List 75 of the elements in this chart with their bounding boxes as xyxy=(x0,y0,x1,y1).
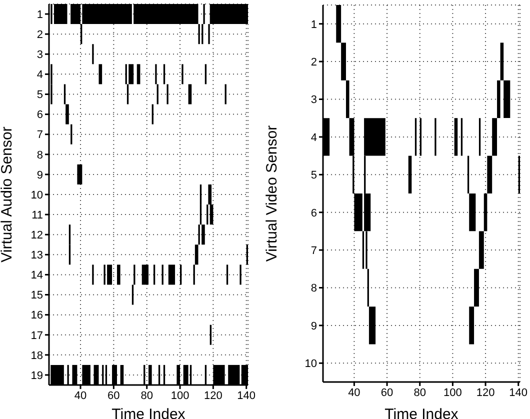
bar xyxy=(107,264,112,285)
x-tick-label: 140 xyxy=(237,390,256,402)
bar xyxy=(98,64,102,84)
y-tick-label: 4 xyxy=(36,69,43,82)
x-tick-label: 80 xyxy=(414,386,426,399)
y-axis-title: Virtual Video Sensor xyxy=(263,125,280,262)
y-tick-label: 6 xyxy=(36,109,43,122)
x-axis-title: Time Index xyxy=(384,406,459,419)
bar xyxy=(210,4,248,24)
bar xyxy=(341,42,346,80)
y-tick-label: 10 xyxy=(304,358,317,370)
bar xyxy=(497,80,500,118)
bar xyxy=(500,42,504,80)
x-tick-label: 120 xyxy=(204,390,222,402)
y-tick-label: 2 xyxy=(310,56,317,68)
bar xyxy=(469,194,476,232)
bar xyxy=(136,64,140,84)
x-tick-label: 40 xyxy=(348,386,360,399)
bar xyxy=(474,268,479,307)
y-tick-label: 8 xyxy=(36,149,43,162)
y-tick-label: 16 xyxy=(30,310,43,322)
y-tick-label: 9 xyxy=(36,169,43,182)
bar xyxy=(454,118,458,156)
bar xyxy=(144,264,148,285)
y-tick-label: 9 xyxy=(310,320,317,332)
y-tick-label: 6 xyxy=(310,207,317,220)
y-tick-label: 19 xyxy=(30,370,43,382)
y-tick-label: 13 xyxy=(30,250,43,262)
y-tick-label: 17 xyxy=(30,330,43,342)
bar xyxy=(188,84,192,104)
bar xyxy=(116,264,120,285)
y-tick-label: 1 xyxy=(36,8,43,21)
y-tick-label: 2 xyxy=(36,28,43,41)
y-tick-label: 1 xyxy=(310,18,317,31)
bar xyxy=(168,264,176,285)
x-tick-label: 100 xyxy=(170,390,190,402)
y-tick-label: 11 xyxy=(32,209,43,222)
x-tick-label: 80 xyxy=(140,390,153,402)
x-tick-label: 100 xyxy=(444,386,462,399)
bar xyxy=(504,80,510,118)
bar xyxy=(368,306,376,344)
bar xyxy=(346,80,350,118)
bar xyxy=(194,244,198,265)
bar xyxy=(469,306,474,344)
y-tick-label: 7 xyxy=(36,129,43,142)
y-tick-label: 5 xyxy=(36,89,43,102)
bar xyxy=(66,104,69,124)
bar xyxy=(336,5,342,43)
y-tick-label: 15 xyxy=(30,290,43,302)
bar xyxy=(77,164,82,184)
y-tick-label: 3 xyxy=(310,94,317,106)
y-tick-label: 7 xyxy=(310,244,317,257)
y-tick-label: 5 xyxy=(310,170,317,182)
bar xyxy=(408,156,412,194)
x-tick-label: 40 xyxy=(74,390,87,402)
x-axis-title: Time Index xyxy=(112,406,186,419)
bar xyxy=(202,224,205,245)
y-tick-label: 12 xyxy=(30,230,43,242)
y-tick-label: 14 xyxy=(30,270,43,282)
y-tick-label: 3 xyxy=(36,49,43,62)
x-tick-label: 120 xyxy=(476,386,495,399)
y-tick-label: 8 xyxy=(310,282,317,295)
y-tick-label: 4 xyxy=(310,132,317,144)
x-tick-label: 60 xyxy=(108,390,120,402)
x-tick-label: 140 xyxy=(509,386,528,399)
bar xyxy=(54,4,68,24)
y-tick-label: 10 xyxy=(30,189,43,202)
bar xyxy=(478,231,484,269)
y-tick-label: 18 xyxy=(30,350,43,362)
bar xyxy=(128,64,134,84)
x-tick-label: 60 xyxy=(380,386,394,399)
bar xyxy=(487,156,492,194)
y-axis-title: Virtual Audio Sensor xyxy=(0,126,16,262)
bar xyxy=(492,118,498,156)
bar xyxy=(484,194,488,232)
